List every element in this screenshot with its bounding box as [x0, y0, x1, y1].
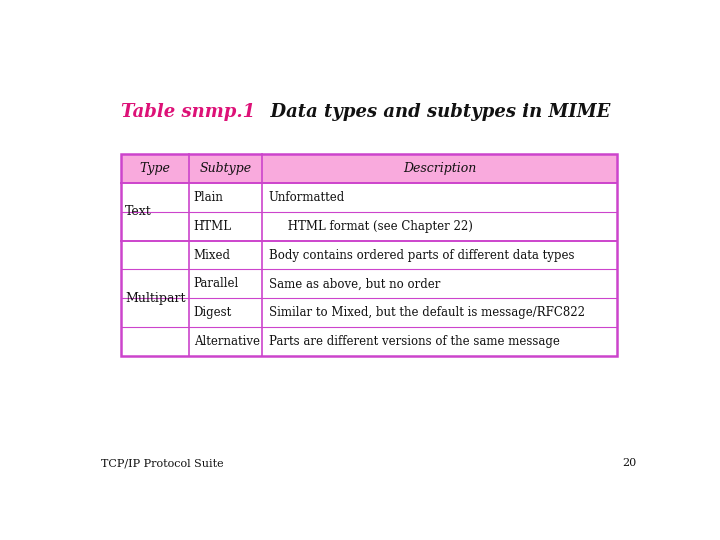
Text: Description: Description: [403, 162, 476, 175]
Bar: [121, 269, 617, 298]
Bar: [121, 241, 617, 269]
Text: Similar to Mixed, but the default is message/RFC822: Similar to Mixed, but the default is mes…: [269, 306, 585, 319]
Text: TCP/IP Protocol Suite: TCP/IP Protocol Suite: [101, 458, 224, 468]
Text: Plain: Plain: [194, 191, 224, 204]
Text: Unformatted: Unformatted: [269, 191, 345, 204]
Text: HTML format (see Chapter 22): HTML format (see Chapter 22): [269, 220, 472, 233]
Bar: [121, 298, 617, 327]
Bar: [121, 183, 617, 212]
Text: Alternative: Alternative: [194, 335, 260, 348]
Text: Text: Text: [125, 205, 152, 218]
Text: HTML: HTML: [194, 220, 232, 233]
Text: Multipart: Multipart: [125, 292, 186, 305]
Text: Digest: Digest: [194, 306, 232, 319]
Text: Type: Type: [140, 162, 171, 175]
Text: Data types and subtypes in MIME: Data types and subtypes in MIME: [258, 103, 610, 121]
Text: Parallel: Parallel: [194, 278, 239, 291]
Text: Same as above, but no order: Same as above, but no order: [269, 278, 440, 291]
Bar: [121, 212, 617, 241]
Bar: [121, 154, 617, 183]
Text: Body contains ordered parts of different data types: Body contains ordered parts of different…: [269, 248, 574, 261]
Text: 20: 20: [623, 458, 637, 468]
Text: Table snmp.1: Table snmp.1: [121, 103, 255, 121]
Text: Subtype: Subtype: [199, 162, 252, 175]
Bar: [121, 327, 617, 356]
Text: Parts are different versions of the same message: Parts are different versions of the same…: [269, 335, 559, 348]
Text: Mixed: Mixed: [194, 248, 231, 261]
